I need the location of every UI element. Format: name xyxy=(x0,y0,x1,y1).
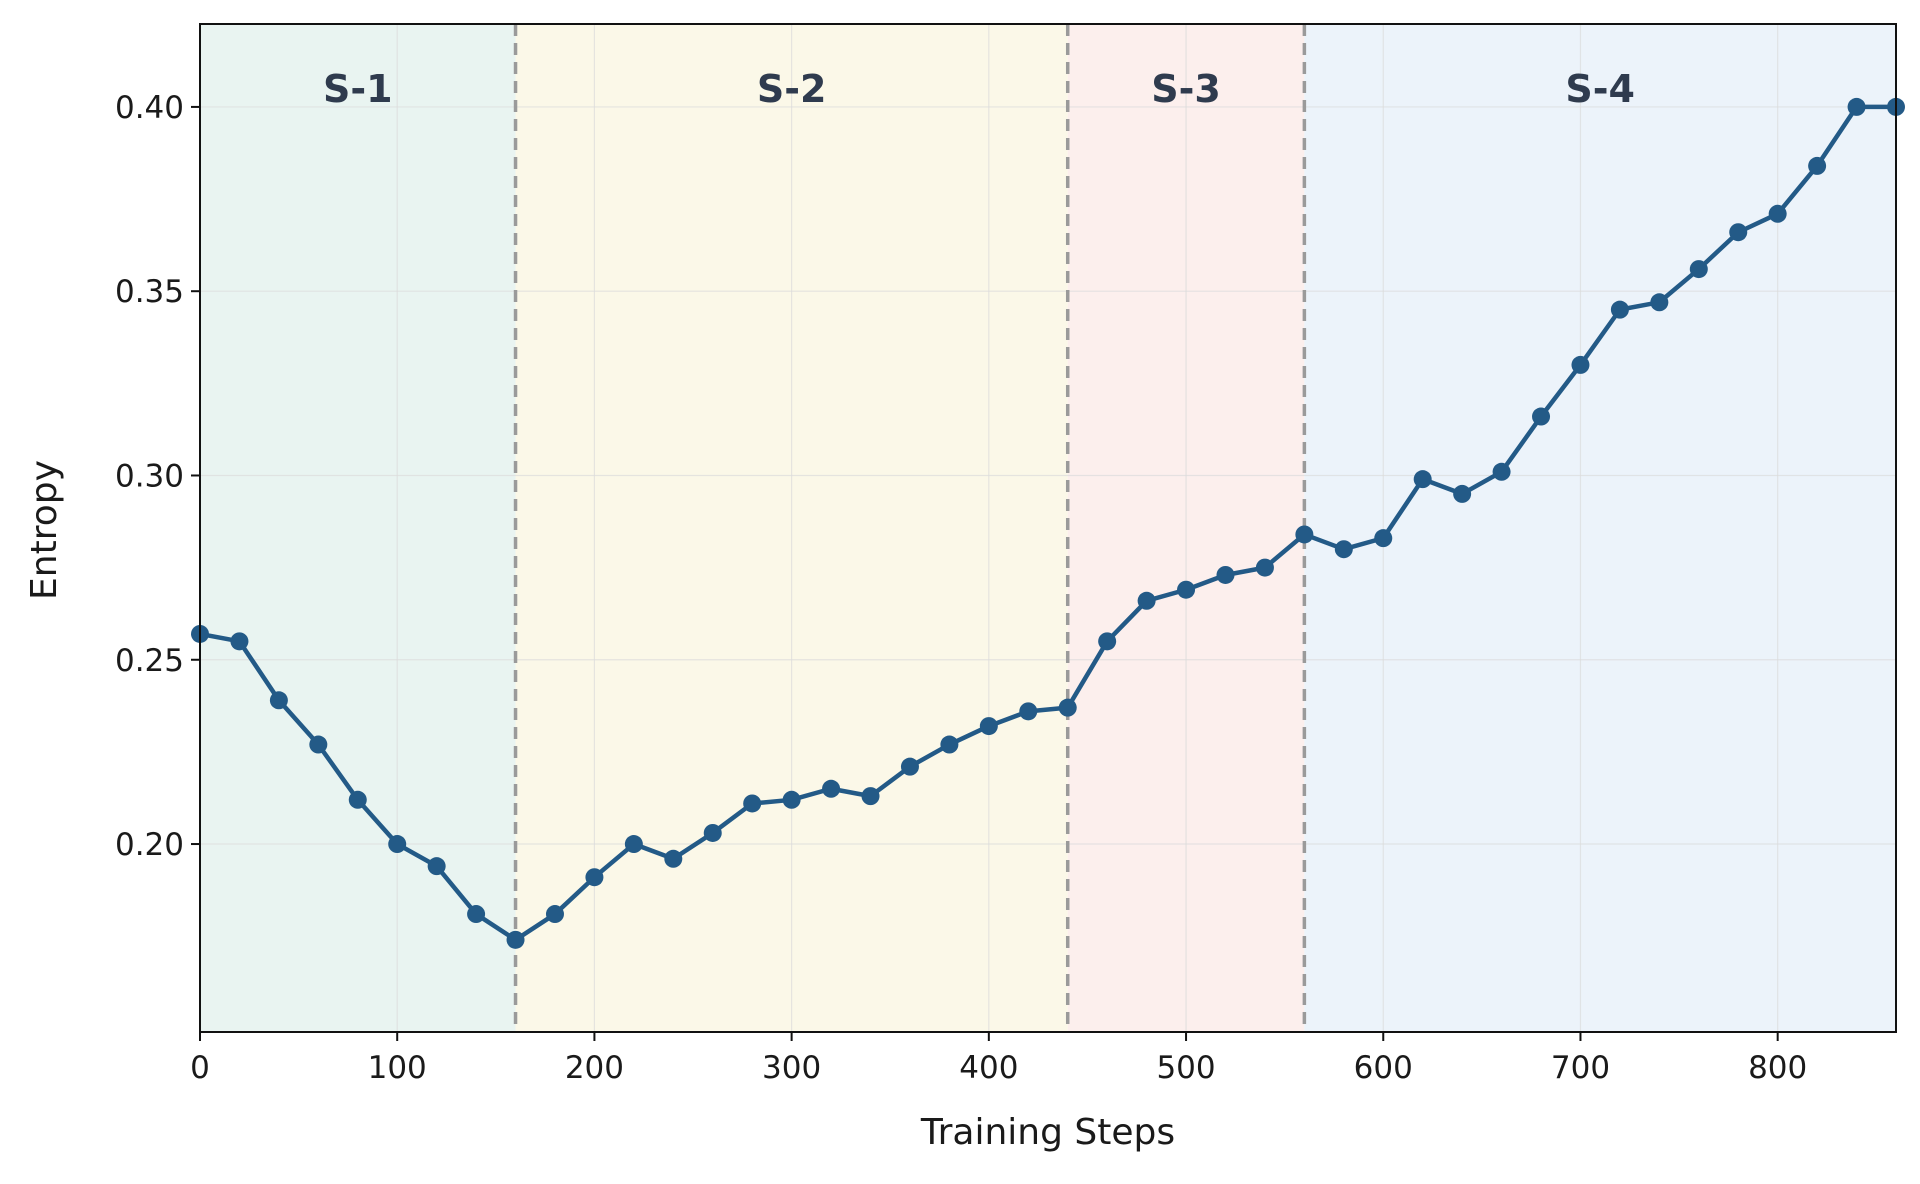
data-point-26 xyxy=(1216,565,1235,584)
y-axis-title: Entropy xyxy=(24,460,65,600)
data-point-33 xyxy=(1492,462,1511,481)
x-tick-label-1: 100 xyxy=(368,1050,427,1086)
data-point-5 xyxy=(388,835,407,854)
data-point-7 xyxy=(467,905,486,924)
data-point-19 xyxy=(940,735,959,754)
data-point-13 xyxy=(703,823,722,842)
x-tick-label-3: 300 xyxy=(762,1050,821,1086)
x-tick-label-8: 800 xyxy=(1748,1050,1807,1086)
data-point-18 xyxy=(900,757,919,776)
data-point-1 xyxy=(230,632,249,651)
x-tick-label-6: 600 xyxy=(1354,1050,1413,1086)
stage-label-3: S-3 xyxy=(1151,67,1221,111)
data-point-40 xyxy=(1768,204,1787,223)
y-tick-label-4: 0.40 xyxy=(115,90,184,126)
data-point-6 xyxy=(427,857,446,876)
data-point-12 xyxy=(664,849,683,868)
plot-frame xyxy=(199,23,1897,1033)
stage-label-1: S-1 xyxy=(323,67,393,111)
data-point-31 xyxy=(1413,470,1432,489)
data-point-39 xyxy=(1729,223,1748,242)
data-point-41 xyxy=(1808,156,1827,175)
data-point-15 xyxy=(782,790,801,809)
y-tick-label-2: 0.30 xyxy=(115,458,184,494)
data-point-22 xyxy=(1058,698,1077,717)
data-point-38 xyxy=(1689,260,1708,279)
x-axis-title: Training Steps xyxy=(920,1112,1175,1153)
data-point-34 xyxy=(1532,407,1551,426)
data-point-25 xyxy=(1177,580,1196,599)
stage-label-2: S-2 xyxy=(757,67,827,111)
data-point-10 xyxy=(585,868,604,887)
data-point-17 xyxy=(861,787,880,806)
data-point-20 xyxy=(979,717,998,736)
data-point-28 xyxy=(1295,525,1314,544)
data-point-30 xyxy=(1374,529,1393,548)
data-point-11 xyxy=(624,835,643,854)
data-point-32 xyxy=(1453,484,1472,503)
data-point-4 xyxy=(348,790,367,809)
data-point-21 xyxy=(1019,702,1038,721)
data-point-2 xyxy=(269,691,288,710)
data-point-8 xyxy=(506,930,525,949)
x-tick-label-7: 700 xyxy=(1551,1050,1610,1086)
data-point-23 xyxy=(1098,632,1117,651)
data-point-42 xyxy=(1847,97,1866,116)
data-point-29 xyxy=(1334,540,1353,559)
y-tick-label-1: 0.25 xyxy=(115,643,184,679)
data-point-35 xyxy=(1571,355,1590,374)
data-point-16 xyxy=(822,779,841,798)
data-point-3 xyxy=(309,735,328,754)
data-point-27 xyxy=(1255,558,1274,577)
x-tick-label-2: 200 xyxy=(565,1050,624,1086)
data-point-9 xyxy=(545,905,564,924)
stage-label-4: S-4 xyxy=(1565,67,1635,111)
x-tick-label-5: 500 xyxy=(1156,1050,1215,1086)
data-point-24 xyxy=(1137,591,1156,610)
stage-band-1 xyxy=(200,24,516,1032)
x-tick-label-4: 400 xyxy=(959,1050,1018,1086)
data-point-14 xyxy=(743,794,762,813)
x-tick-label-0: 0 xyxy=(190,1050,210,1086)
data-point-36 xyxy=(1610,300,1629,319)
y-tick-label-3: 0.35 xyxy=(115,274,184,310)
y-tick-label-0: 0.20 xyxy=(115,827,184,863)
data-point-37 xyxy=(1650,293,1669,312)
